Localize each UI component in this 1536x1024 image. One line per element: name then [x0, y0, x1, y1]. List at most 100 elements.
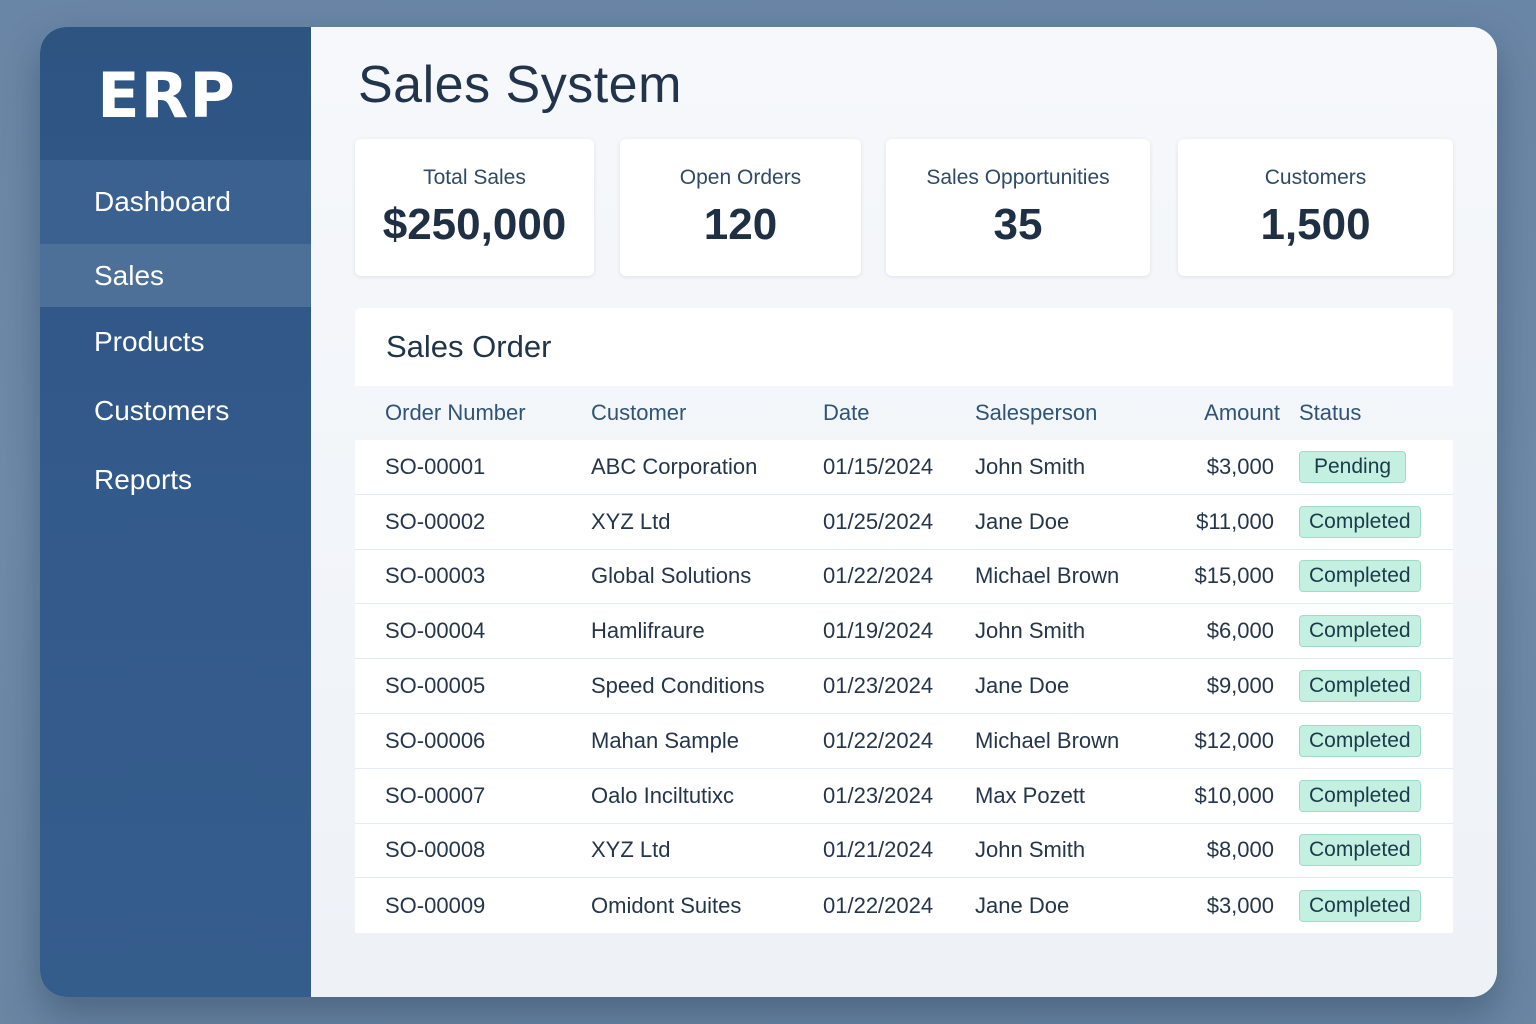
status-badge: Pending	[1299, 450, 1407, 483]
customer-cell: Speed Conditions	[591, 673, 765, 699]
stat-label: Customers	[1264, 166, 1367, 189]
date-cell: 01/25/2024	[823, 508, 934, 534]
table-row[interactable]: SO-00008 XYZ Ltd 01/21/2024 John Smith $8,00…	[355, 823, 1453, 879]
date-cell: 01/19/2024	[823, 618, 934, 644]
salesperson-cell: John Smith	[975, 837, 1086, 863]
table-row[interactable]: SO-00001 ABC Corporation 01/15/2024 John Sm…	[355, 440, 1453, 495]
table-row[interactable]: SO-00009 Omidont Suites 01/22/2024 Jane Doe…	[355, 878, 1453, 934]
salesperson-cell: Max Pozett	[975, 782, 1086, 808]
table-row[interactable]: SO-00003 Global Solutions 01/22/2024 Michae…	[355, 549, 1453, 605]
order-number-cell: SO-00005	[385, 673, 486, 699]
customer-cell: Oalo Inciltutixc	[591, 782, 735, 808]
status-badge: Completed	[1299, 560, 1421, 593]
sales-order-table: Order Number Customer Date Salesperson A…	[355, 386, 1453, 934]
column-header-status[interactable]: Status	[1299, 400, 1362, 425]
amount-cell: $10,000	[1194, 782, 1274, 808]
date-cell: 01/23/2024	[823, 782, 934, 808]
status-badge: Completed	[1299, 615, 1421, 648]
sidebar-item-customers[interactable]: Customers	[94, 395, 230, 426]
amount-cell: $9,000	[1206, 673, 1274, 699]
status-cell: Completed	[1284, 889, 1453, 922]
order-number-cell: SO-00003	[385, 563, 486, 589]
customer-cell: Global Solutions	[591, 563, 752, 589]
stat-card-customers: Customers 1,500	[1178, 139, 1453, 276]
status-cell: Pending	[1284, 450, 1453, 483]
order-number-cell: SO-00008	[385, 837, 486, 863]
status-badge: Completed	[1299, 670, 1421, 703]
amount-cell: $6,000	[1206, 618, 1274, 644]
date-cell: 01/22/2024	[823, 892, 934, 918]
date-cell: 01/22/2024	[823, 727, 934, 753]
salesperson-cell: Jane Doe	[975, 892, 1070, 918]
status-badge: Completed	[1299, 889, 1421, 922]
column-header-customer[interactable]: Customer	[591, 400, 687, 425]
status-badge: Completed	[1299, 724, 1421, 757]
column-header-salesperson[interactable]: Salesperson	[975, 400, 1098, 425]
sidebar-item-products[interactable]: Products	[94, 326, 205, 357]
page-title: Sales System	[358, 56, 682, 114]
sidebar-nav: Dashboard Sales Products Customers Repor…	[40, 160, 311, 515]
sales-order-panel: Sales Order Order Number Customer Date S…	[355, 308, 1453, 936]
order-number-cell: SO-00007	[385, 782, 486, 808]
stat-label: Total Sales	[423, 166, 526, 189]
sidebar-item-sales[interactable]: Sales	[40, 244, 311, 307]
salesperson-cell: Jane Doe	[975, 673, 1070, 699]
table-row[interactable]: SO-00007 Oalo Inciltutixc 01/23/2024 Max Po…	[355, 768, 1453, 824]
date-cell: 01/15/2024	[823, 453, 934, 479]
order-number-cell: SO-00002	[385, 508, 486, 534]
status-cell: Completed	[1284, 505, 1453, 538]
status-cell: Completed	[1284, 560, 1453, 593]
date-cell: 01/22/2024	[823, 563, 934, 589]
order-number-cell: SO-00009	[385, 892, 486, 918]
sidebar-item-reports[interactable]: Reports	[94, 464, 193, 495]
stat-card-sales-opportunities: Sales Opportunities 35	[886, 139, 1150, 276]
stat-label: Open Orders	[679, 166, 802, 189]
amount-cell: $15,000	[1194, 563, 1274, 589]
status-badge: Completed	[1299, 834, 1421, 867]
table-row[interactable]: SO-00004 Hamlifraure 01/19/2024 John Smith $…	[355, 604, 1453, 660]
customer-cell: XYZ Ltd	[591, 837, 671, 863]
salesperson-cell: Michael Brown	[975, 563, 1120, 589]
status-badge: Completed	[1299, 779, 1421, 812]
table-row[interactable]: SO-00002 XYZ Ltd 01/25/2024 Jane Doe $11,000…	[355, 494, 1453, 550]
salesperson-cell: John Smith	[975, 453, 1086, 479]
stat-card-open-orders: Open Orders 120	[620, 139, 861, 276]
amount-cell: $11,000	[1196, 508, 1274, 534]
table-row[interactable]: SO-00006 Mahan Sample 01/22/2024 Michael Br…	[355, 713, 1453, 769]
table-header: Order Number Customer Date Salesperson A…	[355, 386, 1453, 440]
salesperson-cell: Jane Doe	[975, 508, 1070, 534]
column-header-amount[interactable]: Amount	[1204, 400, 1280, 425]
table-body: SO-00001 ABC Corporation 01/15/2024 John Sm…	[355, 440, 1453, 934]
customer-cell: Hamlifraure	[591, 618, 705, 644]
stat-card-total-sales: Total Sales $250,000	[355, 139, 594, 276]
status-cell: Completed	[1284, 724, 1453, 757]
table-row[interactable]: SO-00005 Speed Conditions 01/23/2024 Jane D…	[355, 659, 1453, 714]
app-window: ERP Dashboard Sales Products Customers R…	[40, 27, 1497, 997]
sidebar-item-dashboard[interactable]: Dashboard	[40, 160, 311, 244]
customer-cell: Mahan Sample	[591, 727, 739, 753]
stat-value: 1,500	[1260, 200, 1371, 249]
status-cell: Completed	[1284, 615, 1453, 648]
customer-cell: ABC Corporation	[591, 453, 758, 479]
stat-value: 35	[993, 200, 1043, 249]
stat-value: 120	[703, 200, 778, 249]
customer-cell: XYZ Ltd	[591, 508, 671, 534]
salesperson-cell: Michael Brown	[975, 727, 1120, 753]
app-logo: ERP	[97, 59, 236, 132]
amount-cell: $8,000	[1206, 837, 1274, 863]
date-cell: 01/23/2024	[823, 673, 934, 699]
status-cell: Completed	[1284, 779, 1453, 812]
stat-value: $250,000	[382, 200, 567, 249]
salesperson-cell: John Smith	[975, 618, 1086, 644]
order-number-cell: SO-00001	[385, 453, 486, 479]
amount-cell: $3,000	[1206, 453, 1274, 479]
amount-cell: $3,000	[1206, 892, 1274, 918]
column-header-order-number[interactable]: Order Number	[385, 400, 526, 425]
sidebar: ERP Dashboard Sales Products Customers R…	[40, 27, 311, 997]
status-badge: Completed	[1299, 505, 1421, 538]
stat-label: Sales Opportunities	[926, 166, 1110, 189]
main-content: Sales System Total Sales $250,000 Open O…	[311, 27, 1497, 997]
column-header-date[interactable]: Date	[823, 400, 870, 425]
status-cell: Completed	[1284, 670, 1453, 703]
order-number-cell: SO-00006	[385, 727, 486, 753]
